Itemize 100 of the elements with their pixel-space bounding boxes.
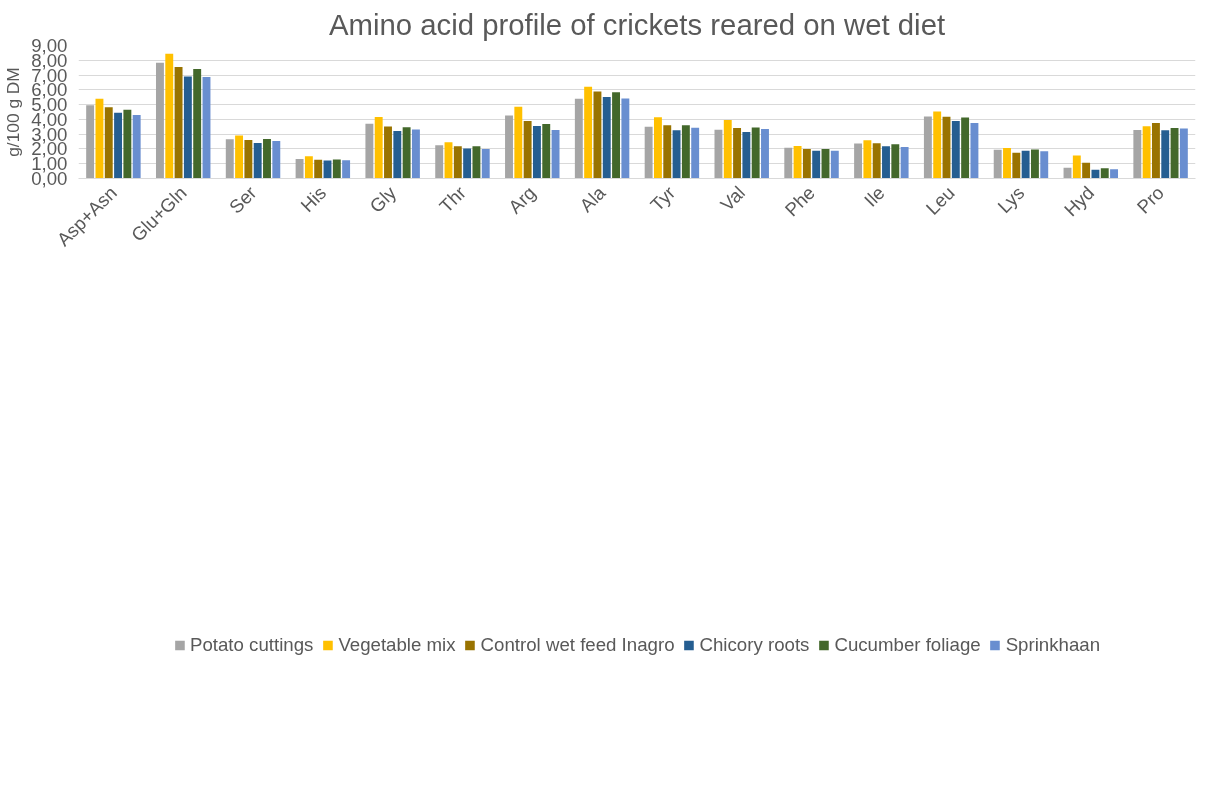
bar [481, 148, 490, 179]
x-tick-label: Ser [225, 182, 261, 218]
bar [514, 106, 523, 179]
x-tick-label: Arg [504, 182, 540, 218]
bar [165, 53, 174, 179]
bar [304, 156, 313, 179]
bar [672, 130, 681, 179]
bar [155, 62, 164, 179]
bar [1151, 122, 1160, 179]
bar [393, 130, 402, 179]
bar [272, 141, 281, 179]
bar [295, 158, 304, 179]
bar [1179, 128, 1188, 179]
bar [384, 126, 392, 179]
bar [1161, 130, 1170, 179]
bar [411, 129, 420, 179]
x-tick-label: Thr [435, 182, 470, 217]
bar [593, 91, 602, 179]
bar [1021, 150, 1030, 179]
bar [1003, 147, 1011, 179]
bar [244, 140, 253, 179]
bar [900, 147, 909, 179]
bar [542, 124, 551, 179]
bar [1170, 128, 1179, 179]
bar [970, 123, 979, 179]
bar [793, 145, 802, 179]
bar [1133, 129, 1142, 179]
bar [104, 107, 113, 179]
bar [993, 149, 1002, 179]
bar [463, 148, 472, 179]
bar [784, 147, 793, 179]
bar [854, 143, 863, 179]
bar [225, 139, 234, 179]
bar [365, 123, 374, 179]
bar [714, 129, 723, 179]
legend-label: Potato cuttings [189, 633, 314, 656]
x-tick-label: Ala [575, 181, 610, 216]
bar [863, 140, 872, 179]
bar [891, 144, 900, 179]
bar [314, 159, 323, 179]
bar [86, 105, 95, 179]
legend-label: Chicory roots [699, 633, 810, 656]
bar [253, 142, 262, 179]
x-tick-label: Ile [859, 182, 889, 211]
x-tick-label: Lys [993, 182, 1029, 217]
bar [1091, 169, 1100, 179]
bar [761, 128, 769, 179]
x-tick-label: Leu [921, 182, 959, 219]
bar [1012, 152, 1021, 179]
bar [1142, 126, 1151, 179]
bar [1100, 168, 1109, 179]
bar [332, 159, 341, 179]
bar [1040, 151, 1049, 179]
x-tick-label: Gly [365, 181, 401, 217]
bar [653, 117, 662, 179]
bar [872, 143, 881, 179]
x-tick-label: His [296, 182, 331, 216]
bar [1082, 162, 1091, 179]
legend-label: Sprinkhaan [1005, 633, 1101, 656]
bar [472, 146, 481, 179]
bar [235, 135, 244, 179]
chart-title: Amino acid profile of crickets reared on wet diet [328, 7, 946, 41]
bar [183, 76, 192, 179]
bar [551, 129, 560, 179]
bar [132, 114, 141, 179]
bar [742, 131, 751, 179]
bar [830, 150, 839, 179]
bar [402, 127, 411, 179]
bar [584, 86, 593, 179]
bar [691, 127, 700, 179]
bar [621, 98, 630, 179]
bar [882, 146, 890, 179]
legend-label: Vegetable mix [338, 633, 456, 656]
bar [751, 127, 760, 179]
legend-label: Control wet feed Inagro [480, 633, 675, 656]
bar [612, 92, 621, 179]
bar [681, 125, 690, 179]
bar [95, 98, 104, 179]
bar [723, 119, 732, 179]
bar [374, 116, 383, 179]
bar [923, 116, 932, 179]
bar [453, 146, 462, 179]
bar [802, 148, 811, 179]
bar [1072, 155, 1081, 179]
bar [532, 125, 541, 179]
bar [574, 98, 583, 179]
bar [174, 66, 183, 179]
bar [505, 115, 513, 179]
bar [123, 109, 132, 179]
bar [663, 125, 672, 179]
bar [602, 96, 611, 179]
bar [1030, 149, 1039, 179]
bar [961, 117, 970, 179]
legend-label: Cucumber foliage [834, 633, 981, 656]
bar [114, 112, 123, 179]
y-axis-title: g/100 g DM [3, 67, 24, 157]
bar [342, 160, 351, 179]
x-tick-label: Tyr [646, 182, 680, 216]
bar [1110, 169, 1119, 179]
x-tick-label: Pro [1132, 182, 1169, 218]
